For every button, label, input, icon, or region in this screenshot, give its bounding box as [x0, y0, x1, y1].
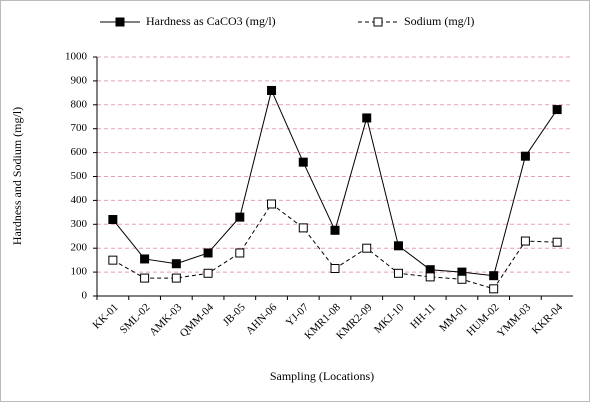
marker: [520, 151, 530, 161]
legend-label: Hardness as CaCO3 (mg/l): [146, 14, 276, 28]
marker: [489, 284, 499, 294]
marker: [171, 259, 181, 269]
marker: [108, 255, 118, 265]
marker: [552, 237, 562, 247]
marker: [520, 236, 530, 246]
y-tick-label: 400: [71, 194, 88, 206]
legend-marker: [115, 17, 125, 27]
marker: [552, 105, 562, 115]
y-tick-label: 200: [71, 242, 88, 254]
y-tick-label: 300: [71, 218, 88, 230]
marker: [298, 223, 308, 233]
marker: [140, 254, 150, 264]
y-tick-label: 600: [71, 146, 88, 158]
y-tick-label: 100: [71, 266, 88, 278]
marker: [425, 272, 435, 282]
marker: [393, 241, 403, 251]
marker: [330, 225, 340, 235]
marker: [171, 273, 181, 283]
marker: [203, 248, 213, 258]
marker: [393, 268, 403, 278]
marker: [140, 273, 150, 283]
y-tick-label: 1000: [65, 51, 88, 63]
marker: [457, 274, 467, 284]
marker: [330, 264, 340, 274]
y-tick-label: 700: [71, 122, 88, 134]
marker: [267, 85, 277, 95]
y-axis-label: Hardness and Sodium (mg/l): [10, 107, 24, 245]
y-tick-label: 900: [71, 74, 88, 86]
legend-label: Sodium (mg/l): [404, 14, 474, 28]
marker: [362, 243, 372, 253]
y-tick-label: 800: [71, 98, 88, 110]
marker: [267, 199, 277, 209]
y-tick-label: 500: [71, 170, 88, 182]
marker: [235, 248, 245, 258]
y-tick-label: 0: [82, 290, 88, 302]
marker: [489, 271, 499, 281]
marker: [235, 212, 245, 222]
x-axis-label: Sampling (Locations): [270, 369, 374, 383]
marker: [298, 157, 308, 167]
marker: [362, 113, 372, 123]
legend-marker: [373, 17, 383, 27]
marker: [203, 268, 213, 278]
marker: [108, 215, 118, 225]
